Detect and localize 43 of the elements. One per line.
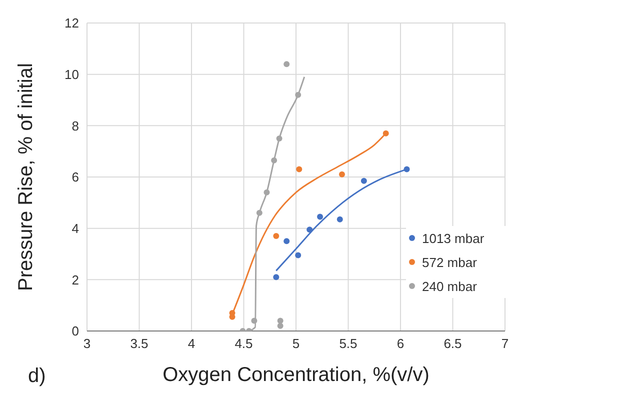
y-tick-label: 8 <box>72 118 79 134</box>
x-tick-label: 6 <box>396 336 404 352</box>
legend-label: 240 mbar <box>422 278 477 294</box>
point <box>273 233 280 240</box>
x-tick-label: 7 <box>501 336 509 352</box>
point <box>276 136 282 142</box>
legend-label: 572 mbar <box>422 254 477 270</box>
point <box>271 157 278 164</box>
point <box>382 130 389 136</box>
x-tick-label: 4.5 <box>234 336 253 352</box>
y-tick-label: 2 <box>72 272 79 288</box>
point <box>306 226 313 233</box>
point <box>284 238 290 244</box>
text: d) <box>28 365 46 388</box>
x-axis-title: Oxygen Concentration, %(v/v) <box>162 364 430 386</box>
point <box>295 92 302 98</box>
point <box>317 214 324 220</box>
point <box>277 318 284 324</box>
point <box>251 318 258 324</box>
point <box>277 322 284 329</box>
point <box>264 189 270 196</box>
legend-label: 1013 mbar <box>422 230 484 246</box>
x-tick-label: 5.5 <box>339 336 358 352</box>
y-tick-label: 6 <box>72 170 79 185</box>
x-tick-label: 4 <box>188 336 196 352</box>
y-tick-label: 10 <box>64 66 79 82</box>
point <box>360 178 367 184</box>
x-tick-label: 6.5 <box>444 336 462 352</box>
point <box>284 61 290 68</box>
x-tick-label: 3.5 <box>130 336 148 352</box>
point <box>273 274 280 280</box>
y-tick-label: 0 <box>72 324 79 339</box>
y-axis-title: Pressure Rise, % of initial <box>15 63 38 291</box>
x-tick-label: 3 <box>83 336 91 352</box>
point <box>404 166 410 172</box>
y-tick-label: 4 <box>72 220 79 236</box>
point <box>336 216 343 222</box>
x-tick-label: 5 <box>292 336 300 352</box>
point <box>338 171 345 178</box>
point <box>256 210 262 216</box>
y-tick-label: 12 <box>64 16 79 31</box>
point <box>296 166 302 172</box>
point <box>295 252 302 258</box>
